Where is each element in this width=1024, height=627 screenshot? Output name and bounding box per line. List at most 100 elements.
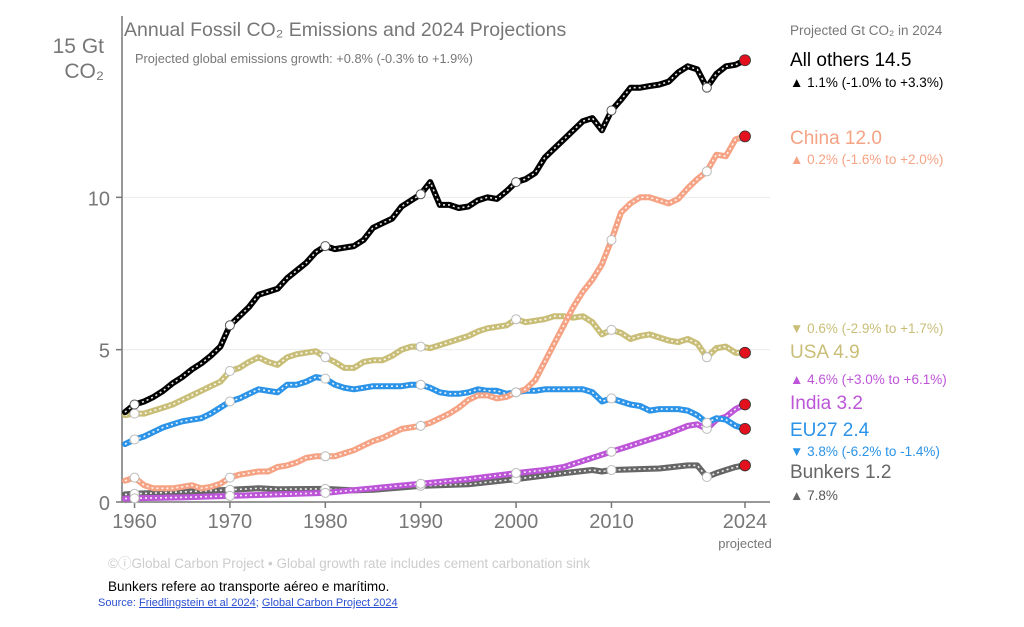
growth-arrow-icon: ▲	[790, 152, 803, 167]
point-marker-eu27	[606, 393, 617, 404]
legend-label-china: China 12.0	[790, 128, 882, 149]
series-line-dots-eu27	[124, 376, 746, 445]
legend: All others 14.5 ▲ 1.1% (-1.0% to +3.3%) Ch…	[790, 50, 947, 503]
point-marker-china	[606, 234, 617, 245]
legend-label-bunkers: Bunkers 1.2	[790, 462, 891, 483]
legend-growth-china: ▲ 0.2% (-1.6% to +2.0%)	[790, 152, 943, 167]
growth-text: 1.1% (-1.0% to +3.3%)	[803, 75, 943, 90]
point-marker-india	[224, 490, 235, 501]
footer-note: Bunkers refere ao transporte aéreo e mar…	[108, 579, 390, 594]
point-marker-usa	[701, 352, 712, 363]
legend-label-eu27: EU27 2.4	[790, 420, 870, 441]
legend-title: Projected Gt CO₂ in 2024	[790, 23, 943, 38]
x-tick-projected-note: projected	[718, 536, 771, 551]
point-marker-eu27	[320, 373, 331, 384]
legend-growth-usa: ▼ 0.6% (-2.9% to +1.7%)	[790, 321, 943, 336]
point-marker-china	[320, 451, 331, 462]
point-marker-india	[511, 468, 522, 479]
point-marker-eu27	[224, 396, 235, 407]
point-marker-all-others	[224, 320, 235, 331]
point-marker-india	[320, 487, 331, 498]
source-prefix: Source:	[98, 597, 139, 609]
x-tick-label: 1980	[303, 511, 348, 533]
projection-marker-all-others	[739, 54, 751, 67]
footer-credit: ©ⓘGlobal Carbon Project • Global growth …	[108, 556, 590, 571]
series-line-dots-usa	[124, 315, 745, 416]
growth-text: 4.6% (+3.0% to +6.1%)	[803, 372, 946, 387]
point-marker-usa	[606, 324, 617, 335]
point-marker-usa	[415, 341, 426, 352]
x-tick-label: 1970	[208, 511, 253, 533]
point-marker-all-others	[511, 177, 522, 188]
point-marker-china	[701, 166, 712, 177]
legend-label-usa: USA 4.9	[790, 342, 860, 363]
series-line-usa	[122, 313, 748, 419]
growth-arrow-icon: ▼	[790, 321, 803, 336]
point-marker-usa	[511, 314, 522, 325]
point-marker-all-others	[129, 399, 140, 410]
y-tick-label: 10	[88, 188, 110, 210]
legend-growth-all-others: ▲ 1.1% (-1.0% to +3.3%)	[790, 75, 943, 90]
source-line: Source: Friedlingstein et al 2024; Globa…	[98, 597, 398, 609]
y-axis-label-line2: CO₂	[64, 60, 104, 83]
growth-arrow-icon: ▲	[790, 75, 803, 90]
series-line-dots-china	[124, 135, 746, 490]
growth-arrow-icon: ▲	[790, 488, 803, 503]
source-link-gcp[interactable]: Global Carbon Project 2024	[261, 597, 398, 609]
projection-marker-eu27	[739, 422, 751, 435]
growth-text: 0.2% (-1.6% to +2.0%)	[803, 152, 943, 167]
projection-marker-bunkers	[739, 459, 751, 472]
legend-label-all-others: All others 14.5	[790, 50, 911, 71]
series-line-all-others	[122, 57, 748, 416]
point-marker-india	[129, 493, 140, 504]
point-marker-bunkers	[606, 465, 617, 476]
projection-marker-usa	[739, 346, 751, 359]
point-marker-china	[415, 420, 426, 431]
point-marker-usa	[320, 352, 331, 363]
point-marker-bunkers	[701, 472, 712, 483]
source-separator: ;	[255, 597, 262, 609]
point-marker-usa	[224, 365, 235, 376]
projection-marker-india	[739, 398, 751, 411]
series-lines	[122, 57, 748, 502]
x-tick-label: 2024	[723, 511, 768, 533]
growth-text: 3.8% (-6.2% to -1.4%)	[803, 444, 940, 459]
point-marker-all-others	[701, 82, 712, 93]
growth-text: 7.8%	[803, 488, 838, 503]
point-marker-all-others	[606, 105, 617, 116]
point-marker-eu27	[415, 379, 426, 390]
x-tick-label: 1960	[112, 511, 157, 533]
point-marker-india	[415, 478, 426, 489]
y-tick-labels: 0 5 10	[88, 188, 122, 515]
point-marker-china	[224, 472, 235, 483]
series-line-dots-india	[124, 403, 746, 500]
legend-label-india: India 3.2	[790, 393, 863, 414]
x-tick-label: 1990	[398, 511, 443, 533]
point-marker-china	[129, 472, 140, 483]
point-marker-all-others	[320, 241, 331, 252]
gridlines	[122, 196, 770, 351]
point-marker-india	[606, 446, 617, 457]
legend-growth-eu27: ▼ 3.8% (-6.2% to -1.4%)	[790, 444, 940, 459]
point-marker-eu27	[701, 417, 712, 428]
y-tick-label: 5	[99, 341, 110, 363]
x-tick-labels: 1960 1970 1980 1990 2000 2010 2024 projected	[112, 502, 772, 551]
y-axis-label-line1: 15 Gt	[53, 35, 105, 58]
x-tick-label: 2010	[589, 511, 634, 533]
point-marker-eu27	[129, 434, 140, 445]
series-line-dots-all-others	[124, 59, 746, 413]
x-tick-label: 2000	[494, 511, 539, 533]
chart-title: Annual Fossil CO₂ Emissions and 2024 Pro…	[124, 19, 566, 41]
projection-marker-china	[739, 130, 751, 143]
growth-arrow-icon: ▼	[790, 444, 803, 459]
series-markers	[129, 54, 751, 504]
growth-arrow-icon: ▲	[790, 372, 803, 387]
point-marker-china	[511, 387, 522, 398]
chart-subtitle: Projected global emissions growth: +0.8%…	[135, 51, 473, 66]
source-link-friedlingstein[interactable]: Friedlingstein et al 2024	[138, 597, 256, 609]
growth-text: 0.6% (-2.9% to +1.7%)	[803, 321, 943, 336]
point-marker-usa	[129, 408, 140, 419]
legend-growth-bunkers: ▲ 7.8%	[790, 488, 838, 503]
y-tick-label: 0	[99, 493, 110, 515]
